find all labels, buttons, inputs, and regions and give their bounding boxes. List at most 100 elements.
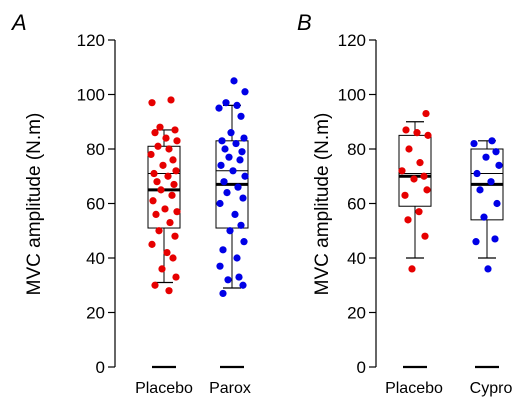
y-tick-label: 0 — [357, 358, 366, 377]
data-point — [237, 112, 245, 120]
plot-area-b — [398, 109, 504, 369]
data-point — [470, 139, 478, 148]
data-point — [421, 232, 429, 240]
data-point — [240, 134, 248, 142]
data-point — [480, 213, 488, 221]
data-point — [224, 276, 232, 284]
y-tick-label: 40 — [86, 249, 105, 268]
panel-label-a: A — [10, 10, 27, 35]
data-point — [163, 248, 171, 257]
y-ticks-b: 0 20 40 60 80 100 120 — [338, 31, 376, 377]
data-point — [226, 227, 234, 235]
data-point — [222, 99, 230, 107]
data-point — [405, 145, 413, 153]
y-tick-label: 0 — [96, 358, 105, 377]
data-point — [171, 126, 179, 134]
data-point — [151, 281, 159, 289]
data-point — [491, 235, 499, 243]
data-point — [156, 123, 164, 131]
data-point — [239, 194, 247, 202]
data-point — [154, 142, 162, 150]
category-labels-a: Placebo Parox — [135, 380, 251, 397]
data-point — [172, 273, 180, 281]
data-point — [238, 148, 246, 156]
y-tick-label: 20 — [86, 304, 105, 323]
data-point — [149, 197, 157, 205]
data-point — [423, 186, 431, 194]
y-tick-label: 120 — [77, 31, 105, 50]
data-point — [151, 129, 159, 137]
data-point — [420, 172, 428, 180]
y-tick-label: 60 — [86, 195, 105, 214]
data-point — [232, 139, 240, 148]
data-point — [219, 246, 227, 254]
data-point — [488, 137, 496, 145]
data-point — [155, 227, 163, 235]
data-point — [422, 109, 430, 118]
data-point — [229, 167, 237, 175]
data-point — [234, 183, 242, 191]
data-point — [402, 126, 410, 134]
data-point — [236, 156, 244, 164]
data-point — [162, 134, 170, 142]
y-tick-label: 120 — [338, 31, 366, 50]
data-point — [223, 189, 231, 197]
data-point — [219, 289, 227, 298]
data-point — [416, 159, 424, 167]
data-point — [165, 145, 173, 153]
data-point — [218, 137, 226, 145]
y-tick-label: 60 — [347, 195, 366, 214]
data-point — [216, 199, 224, 208]
y-tick-label: 20 — [347, 304, 366, 323]
data-point — [487, 178, 495, 186]
data-point — [169, 156, 177, 164]
data-point — [157, 186, 165, 194]
data-point — [482, 153, 490, 161]
data-point — [401, 191, 409, 199]
data-point — [404, 216, 412, 224]
data-point — [161, 205, 169, 213]
data-point — [424, 131, 432, 139]
data-point — [171, 232, 179, 240]
data-point — [166, 218, 174, 227]
data-point — [153, 178, 161, 186]
data-point — [472, 238, 480, 246]
data-point — [473, 169, 481, 178]
box — [147, 145, 181, 229]
data-point — [231, 210, 239, 218]
data-point — [150, 169, 158, 178]
data-point — [148, 240, 156, 248]
y-tick-label: 40 — [347, 249, 366, 268]
data-point — [233, 254, 241, 262]
data-point — [165, 287, 173, 295]
data-point — [167, 96, 175, 104]
category-label: Parox — [209, 380, 251, 397]
data-point — [408, 265, 416, 273]
data-point — [216, 262, 224, 270]
panel-b: B MVC amplitude (N.m) 0 20 40 60 80 100 120 Pl… — [297, 10, 512, 397]
category-labels-b: Placebo Cypro — [385, 380, 512, 397]
data-point — [495, 161, 503, 169]
data-point — [492, 148, 500, 156]
y-axis-label-b: MVC amplitude (N.m) — [312, 113, 333, 296]
data-point — [415, 208, 423, 216]
data-point — [484, 265, 492, 273]
data-point — [159, 161, 167, 169]
data-point — [168, 191, 176, 199]
y-axis-label-a: MVC amplitude (N.m) — [24, 113, 45, 296]
data-point — [493, 199, 501, 208]
data-point — [230, 77, 238, 85]
data-point — [148, 99, 156, 107]
data-point — [235, 273, 243, 281]
data-point — [225, 153, 233, 161]
data-point — [169, 254, 177, 262]
data-point — [241, 88, 249, 96]
data-point — [413, 129, 421, 137]
data-point — [164, 172, 172, 180]
data-point — [152, 210, 160, 218]
panel-a: A MVC amplitude (N.m) 0 20 40 60 80 100 120 Pl… — [10, 10, 251, 397]
data-point — [239, 281, 247, 289]
data-point — [147, 150, 155, 159]
data-point — [173, 208, 181, 216]
